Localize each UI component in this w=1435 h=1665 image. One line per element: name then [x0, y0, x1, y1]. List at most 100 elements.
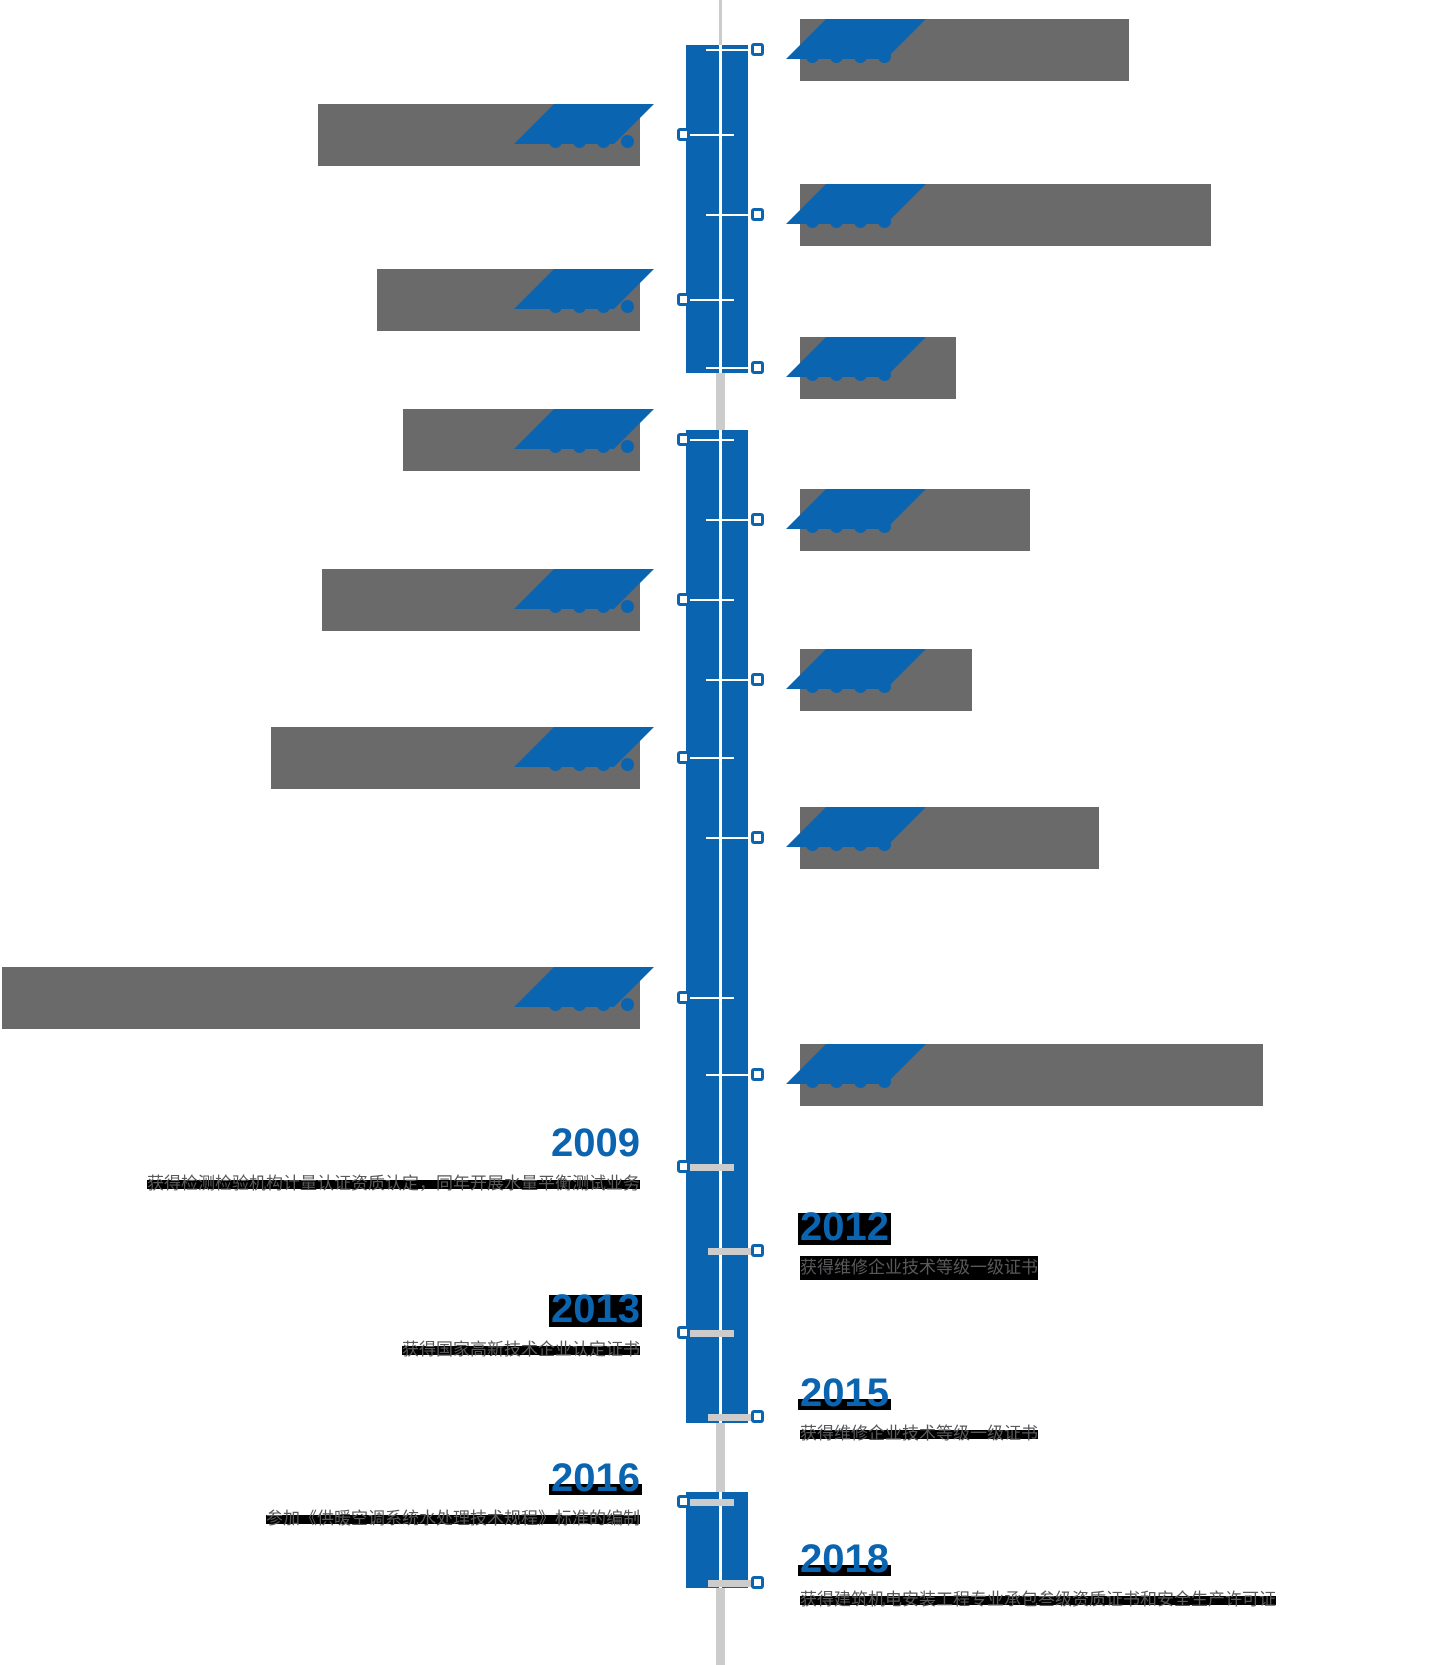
badge-digit-bump — [549, 600, 562, 613]
milestone-tick — [690, 1164, 734, 1171]
milestone-tick — [690, 1330, 734, 1337]
badge-digit-bump — [597, 440, 610, 453]
milestone-year: 2009 — [551, 1123, 640, 1163]
milestone-marker-icon — [751, 1068, 764, 1081]
badge-digit-bump — [621, 135, 634, 148]
badge-digit-bump — [549, 135, 562, 148]
badge-digit-bump — [878, 1075, 891, 1088]
milestone-marker-icon — [751, 673, 764, 686]
milestone-year: 2013 — [549, 1287, 642, 1331]
milestone-year: 2012 — [798, 1205, 891, 1249]
milestone-year-band — [798, 1213, 891, 1245]
badge-digit-bump — [830, 838, 843, 851]
milestone-tick — [708, 1248, 753, 1255]
badge-digit-bump — [878, 368, 891, 381]
milestone-marker-icon — [677, 1495, 690, 1508]
badge-digit-bump — [854, 838, 867, 851]
milestone-year: 2015 — [798, 1371, 891, 1415]
milestone-desc-label: 获得建筑机电安装工程专业承包叁级资质证书和安全生产许可证 — [800, 1590, 1276, 1609]
badge-digit-bump — [549, 998, 562, 1011]
badge-digit-bump — [573, 998, 586, 1011]
timeline-bar-segment — [686, 45, 748, 373]
badge-digit-bump — [830, 520, 843, 533]
badge-digit-bump — [597, 300, 610, 313]
badge-digit-bump — [854, 680, 867, 693]
badge-digit-bump — [597, 758, 610, 771]
milestone-desc: 获得国家高新技术企业认定证书 — [402, 1339, 640, 1361]
milestone-tick — [706, 49, 753, 51]
milestone-desc-band — [800, 1256, 1038, 1280]
milestone-marker-icon — [677, 433, 690, 446]
badge-digit-bump — [830, 368, 843, 381]
milestone-year-band — [549, 1295, 642, 1327]
milestone-tick — [706, 679, 753, 681]
badge-digit-bump — [878, 680, 891, 693]
milestone-year-label: 2016 — [551, 1456, 640, 1500]
milestone-desc: 参加《供暖空调系统水处理技术规程》标准的编制 — [266, 1508, 640, 1530]
badge-digit-bump — [806, 215, 819, 228]
milestone-tick — [687, 757, 734, 759]
badge-digit-bump — [854, 520, 867, 533]
milestone-year-label: 2015 — [800, 1371, 889, 1415]
milestone-marker-icon — [751, 1576, 764, 1589]
milestone-marker-icon — [751, 1410, 764, 1423]
milestone-year-label: 2018 — [800, 1537, 889, 1581]
milestone-marker-icon — [751, 1244, 764, 1257]
milestone-year-label: 2013 — [551, 1287, 640, 1331]
badge-digit-bump — [806, 838, 819, 851]
milestone-desc-band — [402, 1346, 640, 1355]
timeline-segment-centerline — [719, 1492, 722, 1588]
milestone-tick — [706, 214, 753, 216]
badge-digit-bump — [878, 838, 891, 851]
badge-digit-bump — [597, 600, 610, 613]
timeline-gap-line — [716, 1423, 725, 1492]
badge-digit-bump — [573, 300, 586, 313]
milestone-tick — [706, 519, 753, 521]
badge-digit-bump — [549, 300, 562, 313]
milestone-desc: 获得维修企业技术等级一级证书 — [800, 1256, 1038, 1280]
badge-digit-bump — [573, 135, 586, 148]
badge-digit-bump — [806, 50, 819, 63]
badge-digit-bump — [573, 440, 586, 453]
badge-digit-bump — [854, 50, 867, 63]
milestone-desc-label: 获得检测检验机构计量认证资质认定，同年开展水量平衡测试业务 — [147, 1174, 640, 1193]
milestone-year-label: 2012 — [800, 1205, 889, 1249]
milestone-marker-icon — [677, 991, 690, 1004]
badge-digit-bump — [597, 135, 610, 148]
milestone-marker-icon — [751, 361, 764, 374]
milestone-desc: 获得检测检验机构计量认证资质认定，同年开展水量平衡测试业务 — [147, 1173, 640, 1195]
milestone-year: 2016 — [549, 1456, 642, 1500]
timeline-bar-segment — [686, 1492, 748, 1588]
badge-digit-bump — [878, 215, 891, 228]
milestone-desc-band — [266, 1515, 640, 1524]
milestone-desc: 获得建筑机电安装工程专业承包叁级资质证书和安全生产许可证 — [800, 1589, 1276, 1611]
timeline-bar-segment — [686, 430, 748, 1423]
milestone-marker-icon — [751, 831, 764, 844]
milestone-tick — [687, 299, 734, 301]
milestone-desc-band — [800, 1596, 1276, 1605]
milestone-year-band — [798, 1565, 891, 1576]
badge-digit-bump — [878, 50, 891, 63]
badge-digit-bump — [621, 600, 634, 613]
milestone-tick — [690, 1499, 734, 1506]
badge-digit-bump — [806, 1075, 819, 1088]
timeline-gap-line — [716, 373, 725, 430]
milestone-tick — [687, 134, 734, 136]
milestone-tick — [706, 837, 753, 839]
milestone-year: 2018 — [798, 1537, 891, 1581]
timeline-segment-centerline — [719, 430, 722, 1423]
badge-digit-bump — [854, 1075, 867, 1088]
badge-digit-bump — [621, 440, 634, 453]
milestone-year-band — [549, 1484, 642, 1495]
milestone-desc-band — [800, 1430, 1038, 1439]
timeline-gap-line — [716, 1588, 725, 1665]
milestone-year-label: 2009 — [551, 1121, 640, 1165]
badge-digit-bump — [806, 680, 819, 693]
milestone-marker-icon — [677, 1160, 690, 1173]
badge-digit-bump — [573, 758, 586, 771]
milestone-tick — [687, 997, 734, 999]
milestone-desc-label: 参加《供暖空调系统水处理技术规程》标准的编制 — [266, 1509, 640, 1528]
milestone-marker-icon — [677, 128, 690, 141]
milestone-marker-icon — [677, 293, 690, 306]
milestone-desc: 获得维修企业技术等级一级证书 — [800, 1423, 1038, 1445]
